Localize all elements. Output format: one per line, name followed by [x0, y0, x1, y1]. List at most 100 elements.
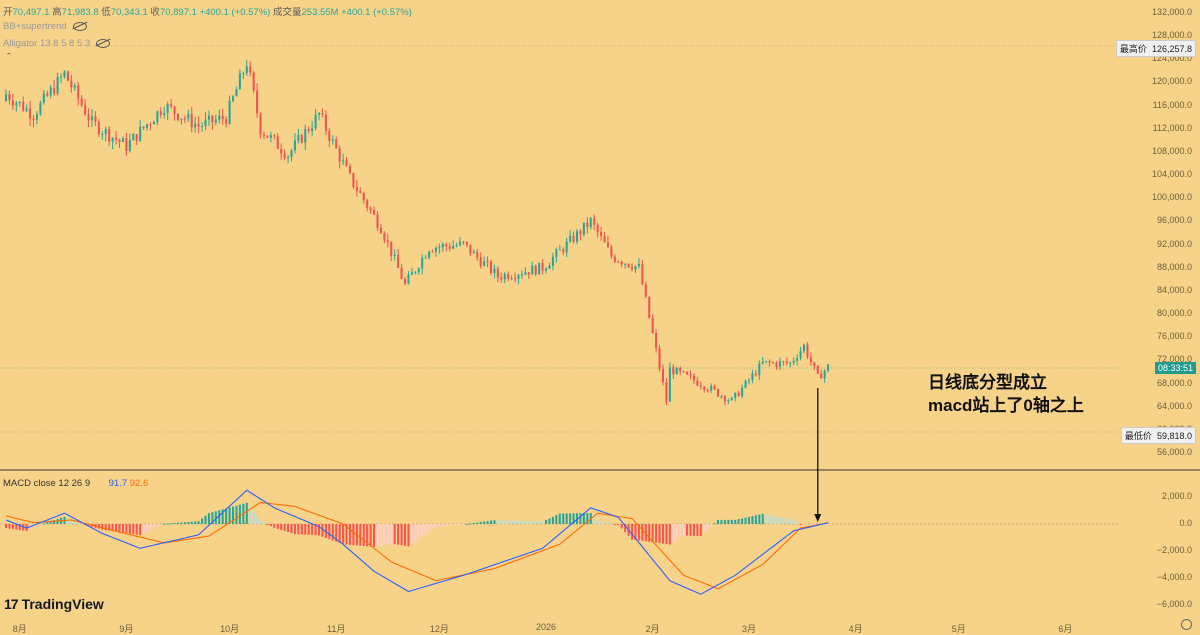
macd-histogram-bar [579, 513, 582, 524]
price-tick-label: 76,000.0 [1156, 331, 1192, 342]
candles-layer [4, 60, 830, 406]
macd-histogram-bar [806, 524, 809, 525]
candle-body [152, 121, 155, 125]
candle-body [352, 172, 355, 187]
candle-body [531, 265, 534, 275]
indicator-bb-supertrend[interactable]: BB+supertrend [3, 21, 87, 32]
macd-histogram-bar [139, 524, 142, 536]
legend-open-value: 70,497.1 [12, 7, 50, 18]
candle-body [245, 66, 248, 74]
macd-histogram-bar [352, 524, 355, 546]
candle-body [214, 119, 217, 123]
legend-low-value: 70,343.1 [110, 7, 148, 18]
indicator-alligator-label[interactable]: Alligator 13 8 5 8 5 3 [3, 38, 91, 49]
macd-histogram-bar [307, 524, 310, 535]
candle-body [823, 370, 826, 379]
candle-body [108, 128, 111, 142]
macd-histogram-bar [187, 521, 190, 524]
macd-histogram-bar [317, 524, 321, 536]
candle-body [159, 111, 162, 116]
legend-volume-value: 253.55M [301, 7, 339, 18]
macd-histogram-bar [813, 524, 816, 525]
candle-body [156, 111, 159, 122]
chevron-up-icon[interactable]: ˆ [7, 52, 11, 64]
macd-legend-name[interactable]: MACD close 12 26 9 [3, 478, 91, 489]
candle-body [142, 126, 145, 128]
candle-body [166, 104, 169, 113]
candle-body [679, 367, 682, 372]
eye-hidden-icon[interactable] [96, 38, 111, 48]
candle-body [235, 89, 238, 97]
candle-body [558, 249, 561, 251]
price-tick-label: 132,000.0 [1151, 7, 1192, 17]
macd-histogram-bar [266, 524, 269, 525]
macd-histogram-bar [634, 524, 637, 541]
macd-histogram-bar [70, 520, 73, 524]
macd-histogram-bar [744, 517, 747, 524]
macd-legend[interactable]: MACD close 12 26 9 91.7 92.6 [3, 478, 148, 489]
candle-body [692, 375, 695, 381]
macd-histogram-bar [713, 523, 716, 525]
candle-body [238, 73, 241, 90]
candle-body [342, 160, 345, 162]
macd-histogram-bar [661, 524, 665, 544]
candle-body [111, 137, 114, 142]
candle-body [149, 124, 152, 126]
candle-body [118, 139, 121, 142]
macd-histogram-bar [276, 524, 279, 529]
candle-body [768, 360, 771, 363]
candle-body [672, 367, 675, 375]
candle-body [331, 139, 334, 141]
macd-histogram-bar [741, 518, 744, 524]
ohlc-legend: 开70,497.1 高71,983.8 低70,343.1 收70,897.1 … [3, 4, 412, 18]
macd-histogram-bar [796, 522, 799, 524]
indicator-alligator[interactable]: Alligator 13 8 5 8 5 3 [3, 38, 111, 49]
macd-histogram-bar [8, 524, 11, 529]
macd-histogram-bar [613, 524, 616, 525]
candle-body [644, 284, 647, 297]
macd-histogram-bar [765, 514, 768, 524]
indicator-bb-label[interactable]: BB+supertrend [3, 21, 67, 32]
candle-body [562, 249, 565, 253]
candle-body [620, 261, 623, 265]
macd-histogram-bar [73, 521, 76, 524]
settings-gear-icon[interactable] [1181, 619, 1192, 630]
candle-body [428, 251, 431, 258]
candle-body [782, 361, 785, 363]
macd-histogram-bar [108, 524, 111, 531]
candle-body [355, 186, 358, 191]
macd-histogram-bar [775, 516, 778, 524]
candle-body [637, 263, 640, 267]
candle-body [269, 135, 272, 138]
candle-body [668, 367, 671, 402]
eye-hidden-icon[interactable] [72, 21, 87, 31]
price-tick-label: 92,000.0 [1156, 238, 1192, 249]
macd-histogram-bar [183, 522, 186, 524]
tradingview-logo[interactable]: 17 TradingView [4, 596, 104, 612]
candle-body [441, 244, 444, 248]
candle-body [713, 385, 716, 390]
candle-body [613, 256, 616, 262]
candle-body [730, 397, 733, 401]
price-tick-label: 120,000.0 [1151, 76, 1192, 87]
candle-body [262, 134, 266, 136]
candle-body [11, 100, 14, 106]
candle-body [115, 137, 118, 140]
candle-body [445, 244, 448, 247]
candle-body [317, 113, 321, 115]
macd-histogram-bar [751, 516, 754, 524]
macd-histogram-bar [431, 524, 434, 530]
legend-volume-label: 成交量 [272, 7, 302, 18]
macd-histogram-bar [772, 515, 775, 524]
macd-histogram-bar [679, 524, 682, 538]
candle-body [617, 261, 620, 263]
candle-body [741, 387, 744, 397]
candle-body [307, 129, 310, 132]
macd-histogram-bar [503, 520, 506, 524]
collapse-legend-button[interactable]: ˆ [7, 52, 11, 64]
macd-histogram-bar [386, 524, 389, 545]
macd-histogram-bar [390, 524, 393, 544]
candle-body [324, 114, 327, 131]
